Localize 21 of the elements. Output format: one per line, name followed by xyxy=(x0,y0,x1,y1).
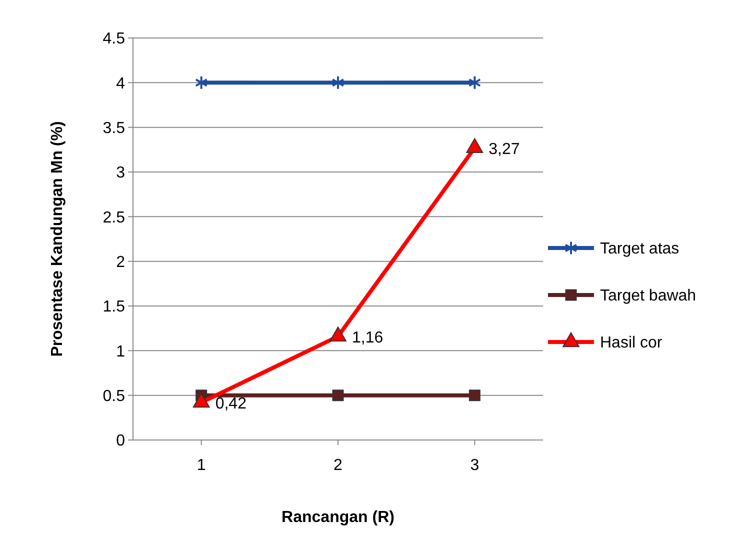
data-label: 3,27 xyxy=(488,140,520,158)
data-label: 0,42 xyxy=(215,395,247,412)
y-tick-label: 0.5 xyxy=(102,388,126,405)
legend-label: Hasil cor xyxy=(600,334,663,352)
y-tick-label: 0 xyxy=(116,432,126,450)
y-tick-label: 4 xyxy=(116,75,126,92)
x-axis-title: Rancangan (R) xyxy=(282,509,394,526)
y-tick-label: 1.5 xyxy=(102,298,126,316)
x-tick-label: 1 xyxy=(196,457,206,474)
legend-label: Target atas xyxy=(600,240,680,258)
y-tick-label: 2 xyxy=(116,254,126,271)
y-tick-label: 2.5 xyxy=(102,209,126,226)
data-label: 1,16 xyxy=(352,329,384,346)
x-tick-label: 2 xyxy=(334,457,343,474)
y-tick-label: 3.5 xyxy=(102,120,126,137)
y-tick-label: 4.5 xyxy=(102,30,126,48)
x-tick-label: 3 xyxy=(470,457,480,474)
legend-label: Target bawah xyxy=(600,288,696,305)
y-tick-label: 3 xyxy=(116,164,126,182)
y-tick-label: 1 xyxy=(116,343,126,360)
y-axis-title: Prosentase Kandungan Mn (%) xyxy=(49,121,66,357)
